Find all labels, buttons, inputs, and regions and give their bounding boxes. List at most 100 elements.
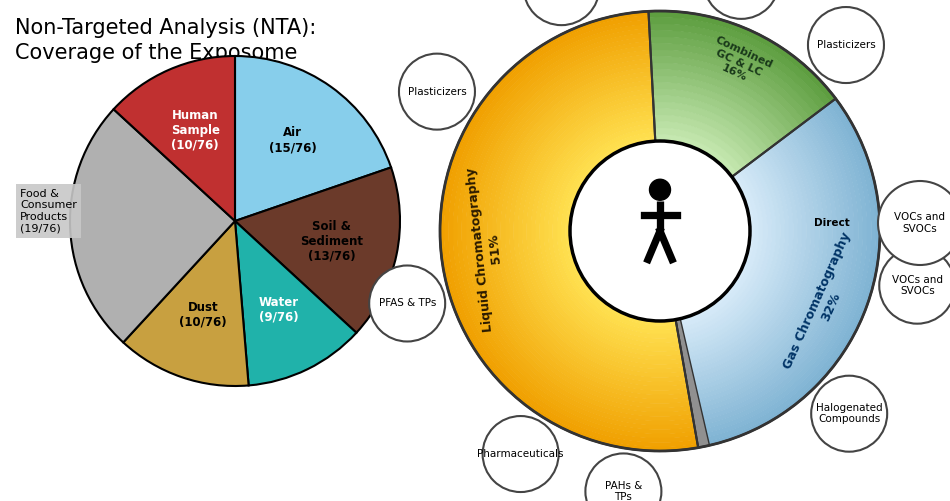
Text: PFAS & TPs: PFAS & TPs: [378, 299, 436, 309]
Wedge shape: [686, 137, 815, 384]
Wedge shape: [522, 93, 684, 369]
Text: Water
(9/76): Water (9/76): [258, 296, 298, 324]
Wedge shape: [675, 319, 710, 448]
Wedge shape: [684, 145, 803, 371]
Text: Combined
GC & LC
16%: Combined GC & LC 16%: [703, 34, 773, 91]
Wedge shape: [696, 104, 872, 439]
Wedge shape: [650, 37, 815, 118]
Wedge shape: [692, 119, 846, 414]
Wedge shape: [552, 123, 678, 339]
Wedge shape: [565, 136, 676, 326]
Wedge shape: [457, 28, 695, 434]
Wedge shape: [696, 101, 876, 444]
Wedge shape: [653, 82, 779, 146]
Circle shape: [483, 416, 559, 492]
Wedge shape: [530, 102, 682, 361]
Wedge shape: [235, 56, 391, 221]
Wedge shape: [461, 33, 694, 430]
Text: Non-Targeted Analysis (NTA):
Coverage of the Exposome: Non-Targeted Analysis (NTA): Coverage of…: [15, 18, 316, 63]
Wedge shape: [509, 80, 686, 382]
Circle shape: [650, 179, 671, 200]
Wedge shape: [535, 106, 682, 356]
Wedge shape: [235, 167, 400, 333]
Wedge shape: [491, 63, 690, 399]
Text: Direct: Direct: [814, 218, 849, 228]
Wedge shape: [650, 30, 821, 114]
Text: Liquid Chromatography
51%: Liquid Chromatography 51%: [465, 165, 510, 333]
Wedge shape: [654, 102, 764, 157]
Circle shape: [880, 247, 950, 324]
Wedge shape: [689, 127, 833, 401]
Wedge shape: [651, 50, 805, 126]
Text: Pharmaceuticals: Pharmaceuticals: [478, 449, 564, 459]
Circle shape: [585, 453, 661, 501]
Wedge shape: [685, 143, 807, 376]
Text: Food &
Consumer
Products
(19/76): Food & Consumer Products (19/76): [20, 188, 77, 233]
Wedge shape: [695, 106, 867, 435]
Wedge shape: [694, 109, 864, 431]
Wedge shape: [652, 76, 784, 142]
Text: Gas Chromatography
32%: Gas Chromatography 32%: [781, 230, 867, 378]
Circle shape: [370, 266, 446, 342]
Text: PAHs &
TPs: PAHs & TPs: [605, 480, 642, 501]
Wedge shape: [513, 84, 686, 378]
Wedge shape: [691, 122, 842, 410]
Wedge shape: [683, 148, 798, 367]
Wedge shape: [124, 221, 249, 386]
Wedge shape: [693, 117, 850, 418]
Wedge shape: [649, 24, 826, 110]
Wedge shape: [687, 135, 820, 388]
Wedge shape: [70, 109, 235, 342]
Wedge shape: [518, 89, 685, 374]
Wedge shape: [474, 46, 693, 417]
Wedge shape: [448, 20, 696, 443]
Wedge shape: [651, 63, 794, 134]
Wedge shape: [655, 134, 737, 177]
Text: VOCs and
SVOCs: VOCs and SVOCs: [895, 212, 945, 234]
Wedge shape: [681, 156, 785, 354]
Wedge shape: [655, 127, 743, 173]
Wedge shape: [479, 50, 692, 412]
Wedge shape: [500, 71, 688, 391]
Wedge shape: [697, 98, 881, 448]
Wedge shape: [487, 59, 690, 404]
Wedge shape: [653, 89, 774, 149]
Wedge shape: [114, 56, 235, 221]
Wedge shape: [689, 130, 828, 397]
Wedge shape: [651, 56, 800, 130]
Text: Plasticizers: Plasticizers: [408, 87, 466, 97]
Wedge shape: [654, 115, 753, 165]
Wedge shape: [652, 69, 789, 138]
Wedge shape: [655, 121, 748, 169]
Wedge shape: [678, 163, 772, 342]
Circle shape: [703, 0, 779, 19]
Circle shape: [570, 141, 750, 321]
Wedge shape: [470, 41, 693, 421]
Wedge shape: [679, 161, 776, 346]
Text: Dust
(10/76): Dust (10/76): [179, 301, 227, 329]
Wedge shape: [466, 37, 694, 425]
Wedge shape: [677, 169, 764, 333]
Wedge shape: [444, 15, 697, 447]
Wedge shape: [653, 95, 769, 153]
Wedge shape: [690, 124, 837, 405]
Wedge shape: [676, 171, 759, 329]
Wedge shape: [649, 17, 831, 106]
Wedge shape: [654, 108, 758, 161]
Circle shape: [808, 7, 884, 83]
Wedge shape: [682, 150, 794, 363]
Wedge shape: [650, 43, 810, 122]
Circle shape: [811, 376, 887, 452]
Wedge shape: [235, 221, 356, 385]
Wedge shape: [452, 24, 696, 438]
Text: VOCs and
SVOCs: VOCs and SVOCs: [892, 275, 942, 297]
Wedge shape: [694, 111, 859, 427]
Circle shape: [399, 54, 475, 130]
Wedge shape: [649, 11, 836, 103]
Wedge shape: [685, 140, 811, 380]
Wedge shape: [693, 114, 854, 422]
Wedge shape: [688, 132, 825, 393]
Circle shape: [878, 181, 950, 265]
Circle shape: [523, 0, 599, 25]
Text: Air
(15/76): Air (15/76): [269, 126, 316, 154]
